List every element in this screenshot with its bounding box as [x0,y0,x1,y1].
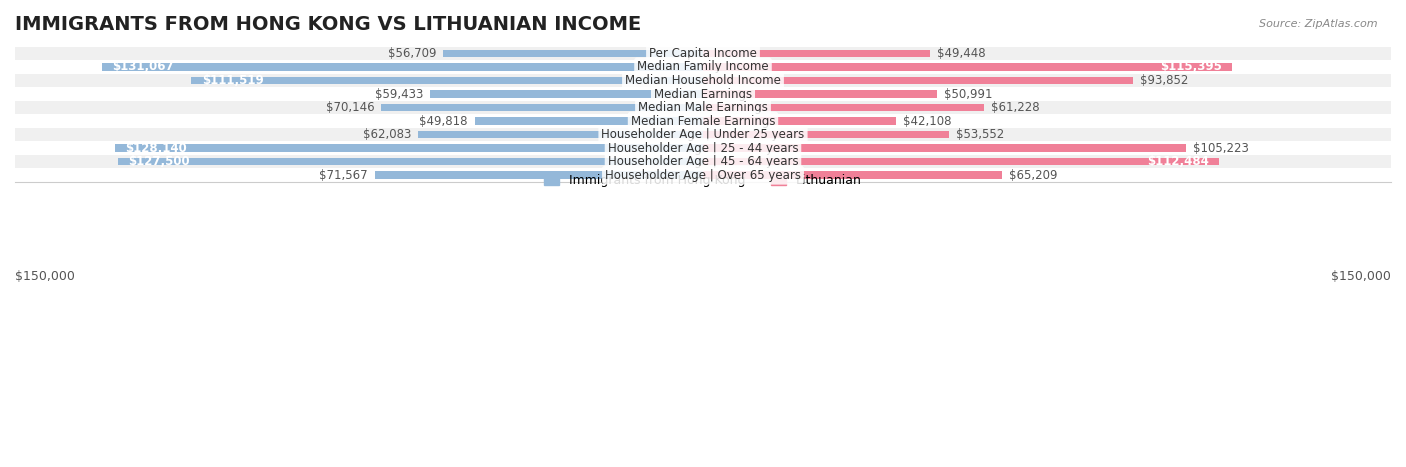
Bar [430,90,703,98]
Bar [191,77,703,84]
Text: Median Earnings: Median Earnings [654,87,752,100]
Text: $61,228: $61,228 [991,101,1039,114]
Bar [703,131,949,138]
Bar [15,114,1391,128]
Text: $53,552: $53,552 [956,128,1004,141]
Bar [703,144,1185,152]
Text: Median Female Earnings: Median Female Earnings [631,114,775,127]
Bar [15,74,1391,87]
Bar [101,63,703,71]
Bar [15,47,1391,60]
Text: $127,500: $127,500 [128,155,190,168]
Bar [375,171,703,179]
Text: $62,083: $62,083 [363,128,412,141]
Bar [703,77,1133,84]
Bar [115,144,703,152]
Text: Median Family Income: Median Family Income [637,60,769,73]
Text: $105,223: $105,223 [1192,142,1249,155]
Text: $49,448: $49,448 [936,47,986,60]
Text: Householder Age | 45 - 64 years: Householder Age | 45 - 64 years [607,155,799,168]
Legend: Immigrants from Hong Kong, Lithuanian: Immigrants from Hong Kong, Lithuanian [540,169,866,192]
Text: $111,519: $111,519 [202,74,263,87]
Bar [15,87,1391,101]
Bar [703,158,1219,165]
Bar [118,158,703,165]
Bar [15,142,1391,155]
Bar [703,50,929,57]
Text: $131,067: $131,067 [112,60,174,73]
Text: Householder Age | Over 65 years: Householder Age | Over 65 years [605,169,801,182]
Text: $56,709: $56,709 [388,47,436,60]
Text: $128,140: $128,140 [125,142,187,155]
Text: $65,209: $65,209 [1010,169,1057,182]
Text: $112,484: $112,484 [1147,155,1209,168]
Bar [15,101,1391,114]
Bar [15,128,1391,142]
Text: Householder Age | 25 - 44 years: Householder Age | 25 - 44 years [607,142,799,155]
Bar [418,131,703,138]
Bar [443,50,703,57]
Bar [703,117,896,125]
Text: $70,146: $70,146 [326,101,374,114]
Text: $93,852: $93,852 [1140,74,1188,87]
Bar [15,60,1391,74]
Bar [474,117,703,125]
Text: $71,567: $71,567 [319,169,368,182]
Text: $50,991: $50,991 [943,87,993,100]
Text: Per Capita Income: Per Capita Income [650,47,756,60]
Text: Median Household Income: Median Household Income [626,74,780,87]
Bar [15,169,1391,182]
Bar [703,104,984,111]
Text: Householder Age | Under 25 years: Householder Age | Under 25 years [602,128,804,141]
Text: Median Male Earnings: Median Male Earnings [638,101,768,114]
Text: $115,395: $115,395 [1160,60,1222,73]
Bar [703,63,1232,71]
Text: $150,000: $150,000 [15,270,75,283]
Bar [703,171,1002,179]
Bar [15,155,1391,169]
Text: $49,818: $49,818 [419,114,468,127]
Text: Source: ZipAtlas.com: Source: ZipAtlas.com [1260,19,1378,28]
Text: $150,000: $150,000 [1331,270,1391,283]
Bar [381,104,703,111]
Text: IMMIGRANTS FROM HONG KONG VS LITHUANIAN INCOME: IMMIGRANTS FROM HONG KONG VS LITHUANIAN … [15,15,641,34]
Text: $42,108: $42,108 [903,114,952,127]
Bar [703,90,936,98]
Text: $59,433: $59,433 [375,87,423,100]
